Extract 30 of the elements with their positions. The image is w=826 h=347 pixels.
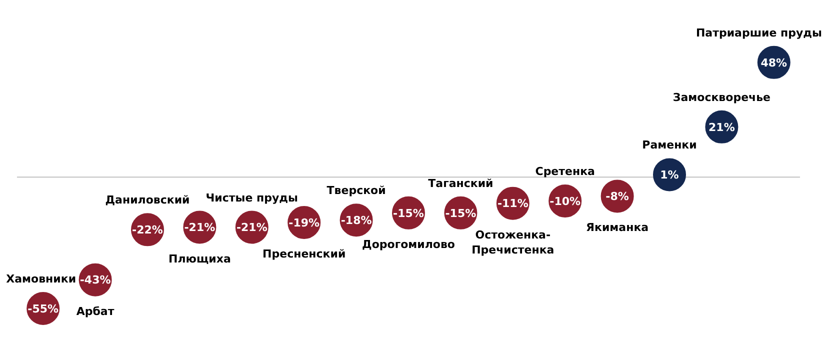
- data-label: -8%: [606, 190, 629, 204]
- data-label: 21%: [708, 120, 735, 134]
- x-tick-label: Патриаршие пруды: [696, 26, 822, 40]
- data-label: -21%: [236, 221, 268, 234]
- x-tick-label: Тверской: [326, 184, 386, 198]
- x-tick-label: Пресненский: [262, 247, 346, 260]
- data-label: -22%: [132, 224, 163, 237]
- x-tick-label: Дорогомилово: [362, 238, 456, 251]
- x-tick-label: Хамовники: [6, 272, 76, 286]
- data-label: -15%: [393, 206, 424, 220]
- data-label: -15%: [445, 206, 476, 220]
- x-tick-label: Якиманка: [586, 221, 649, 234]
- data-label: -18%: [340, 214, 372, 227]
- x-tick-label: Замоскворечье: [672, 90, 770, 104]
- data-label: -11%: [497, 197, 528, 210]
- x-tick-label: Арбат: [76, 304, 115, 318]
- x-tick-label: Таганский: [428, 176, 494, 190]
- x-tick-label: Чистые пруды: [206, 191, 298, 204]
- x-tick-label: Остоженка- Пречистенка: [472, 228, 554, 256]
- x-tick-label: Сретенка: [535, 164, 595, 178]
- data-label: -55%: [28, 302, 59, 316]
- data-label: 1%: [660, 168, 679, 182]
- data-label: -21%: [184, 221, 216, 234]
- x-tick-label: Плющиха: [168, 252, 231, 266]
- x-tick-label: Раменки: [642, 138, 697, 152]
- data-label: -43%: [80, 274, 111, 287]
- x-tick-label: Даниловский: [105, 194, 190, 207]
- data-label: -19%: [288, 216, 320, 230]
- data-label: -10%: [550, 194, 581, 208]
- data-label: 48%: [760, 56, 788, 70]
